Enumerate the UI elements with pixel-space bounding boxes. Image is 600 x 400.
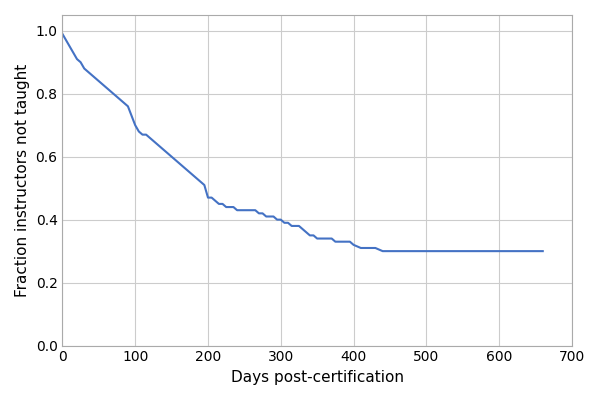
X-axis label: Days post-certification: Days post-certification [230, 370, 404, 385]
Y-axis label: Fraction instructors not taught: Fraction instructors not taught [15, 64, 30, 297]
